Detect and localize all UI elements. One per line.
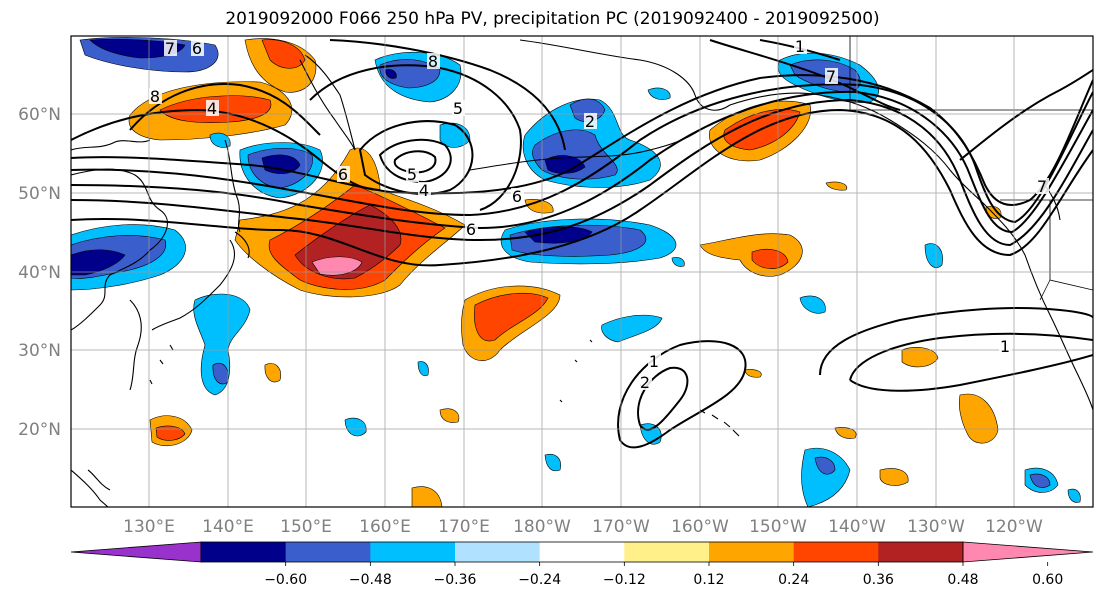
lat-tick-label: 40°N xyxy=(18,263,61,283)
pv-label-bg xyxy=(337,166,350,182)
colorbar-label: 0.60 xyxy=(1032,572,1063,588)
lon-tick-label: 170°E xyxy=(438,517,490,537)
pv-label-bg xyxy=(639,374,652,390)
colorbar-segment xyxy=(455,542,541,562)
pv-label-bg xyxy=(511,188,524,204)
colorbar-segment xyxy=(285,542,371,562)
colorbar-label: 0.24 xyxy=(778,572,809,588)
pv-contour-label: 1 xyxy=(795,37,805,56)
colorbar-label: −0.60 xyxy=(264,572,307,588)
pv-label-bg xyxy=(999,338,1012,354)
colorbar-segment xyxy=(539,542,625,562)
colorbar-segment xyxy=(624,542,710,562)
pv-contour-label: 7 xyxy=(1037,177,1047,196)
pv-label-bg xyxy=(149,88,162,104)
lon-tick-label: 180°W xyxy=(513,517,571,537)
lon-tick-label: 150°W xyxy=(749,517,807,537)
colorbar-label: −0.24 xyxy=(518,572,561,588)
pv-contour-label: 2 xyxy=(585,112,595,131)
pv-contour-label: 5 xyxy=(407,165,417,184)
lon-tick-label: 130°E xyxy=(123,517,175,537)
pv-label-bg xyxy=(427,53,440,69)
pv-contour-label: 6 xyxy=(466,220,476,239)
pv-contour-label: 4 xyxy=(207,99,217,118)
pv-contour-label: 7 xyxy=(165,39,175,58)
colorbar-segment xyxy=(201,542,287,562)
colorbar: −0.60 −0.48 −0.36 −0.24 −0.12 0.12 0.24 0.36 0.4… xyxy=(70,541,1094,588)
lon-tick-label: 150°E xyxy=(280,517,332,537)
pv-contour-label: 1 xyxy=(649,352,659,371)
pv-label-bg xyxy=(452,100,465,116)
lon-tick-label: 130°W xyxy=(907,517,965,537)
lat-tick-label: 30°N xyxy=(18,341,61,361)
pv-contour-label: 7 xyxy=(826,67,836,86)
lat-tick-label: 20°N xyxy=(18,420,61,440)
colorbar-extend-low xyxy=(70,541,202,563)
pv-label-bg xyxy=(794,38,807,54)
lon-tick-label: 140°W xyxy=(828,517,886,537)
pv-contour-label: 6 xyxy=(192,39,202,58)
pv-contour-label: 4 xyxy=(419,181,429,200)
pv-contour-label: 6 xyxy=(512,187,522,206)
pv-label-bg xyxy=(825,68,838,84)
pv-label-bg xyxy=(648,353,661,369)
lat-tick-label: 60°N xyxy=(18,105,61,125)
pv-contour-label: 1 xyxy=(1000,337,1010,356)
colorbar-label: 0.48 xyxy=(947,572,978,588)
pv-label-bg xyxy=(418,182,431,198)
pv-label-bg xyxy=(1036,178,1049,194)
pv-contour-label: 5 xyxy=(453,99,463,118)
colorbar-label: 0.12 xyxy=(693,572,724,588)
plot-border xyxy=(70,35,1094,508)
colorbar-label: 0.36 xyxy=(863,572,894,588)
colorbar-label: −0.36 xyxy=(434,572,477,588)
pv-label-bg xyxy=(465,221,478,237)
colorbar-extend-high xyxy=(962,541,1094,563)
lat-tick-label: 50°N xyxy=(18,184,61,204)
colorbar-segment xyxy=(370,542,456,562)
colorbar-segment xyxy=(793,542,879,562)
colorbar-outline xyxy=(200,541,964,563)
colorbar-segment xyxy=(709,542,795,562)
pv-label-bg xyxy=(406,166,419,182)
pv-label-bg xyxy=(584,113,597,129)
lon-tick-label: 170°W xyxy=(592,517,650,537)
lon-tick-label: 120°W xyxy=(985,517,1043,537)
pv-label-bg xyxy=(191,40,204,56)
pv-contour-label: 8 xyxy=(428,52,438,71)
map-title: 2019092000 F066 250 hPa PV, precipitatio… xyxy=(225,9,880,29)
colorbar-label: −0.48 xyxy=(349,572,392,588)
pv-label-bg xyxy=(206,100,219,116)
pv-contour-label: 8 xyxy=(150,87,160,106)
colorbar-segment xyxy=(878,542,964,562)
lon-tick-label: 140°E xyxy=(202,517,254,537)
gridlines xyxy=(71,36,1093,507)
pv-contour-label: 2 xyxy=(640,373,650,392)
latitude-ticks: 60°N 50°N 40°N 30°N 20°N xyxy=(18,105,61,440)
longitude-ticks: 130°E 140°E 150°E 160°E 170°E 180°W 170°W 160°W… xyxy=(123,517,1043,537)
lon-tick-label: 160°W xyxy=(671,517,729,537)
lon-tick-label: 160°E xyxy=(359,517,411,537)
colorbar-label: −0.12 xyxy=(603,572,646,588)
pv-label-bg xyxy=(164,40,177,56)
pv-contour-label: 6 xyxy=(338,165,348,184)
